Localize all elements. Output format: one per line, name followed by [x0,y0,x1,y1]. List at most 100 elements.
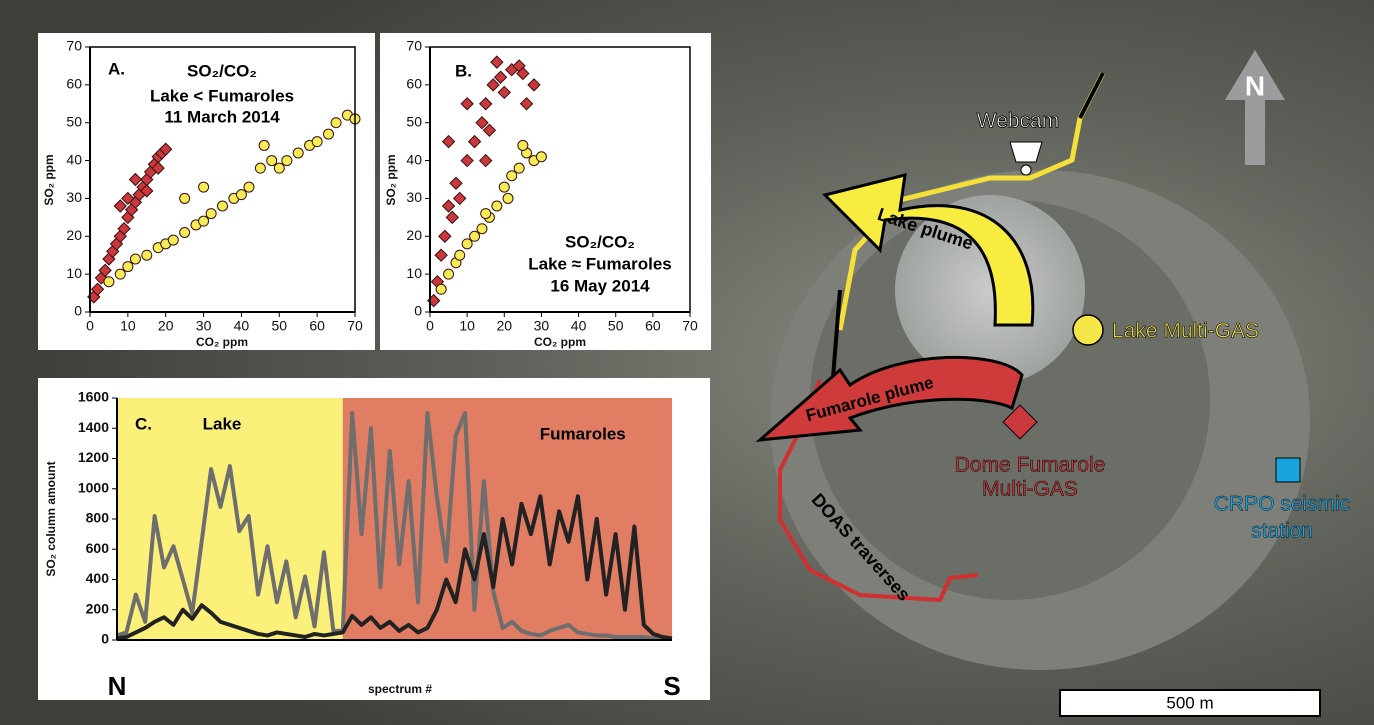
panel-title: SO₂/CO₂ [187,61,257,80]
point [453,191,467,206]
point [121,191,135,206]
region [342,398,672,640]
dome-station-label: Dome Fumarole [955,454,1106,477]
point [90,282,105,296]
y-tick-label: 0 [101,631,109,647]
scale-bar [1059,689,1321,717]
y-tick-label: 30 [406,189,422,205]
x-axis-label: CO₂ ppm [196,335,248,349]
point [122,261,134,273]
point [475,116,489,130]
point [323,128,334,140]
point [205,208,217,220]
lake-station-label: Lake Multi-GAS [1112,320,1259,343]
y-tick-label: 1400 [78,419,109,435]
point [435,283,447,295]
x-axis-label: spectrum # [368,682,432,696]
point [460,97,474,111]
lake-plume-arrow [822,173,1035,327]
x-tick-label: 30 [534,318,550,334]
x-axis-label: CO₂ ppm [534,335,586,349]
point [292,147,304,159]
point [502,192,514,204]
scale-label: 500 m [1166,693,1213,712]
y-tick-label: 60 [406,76,422,92]
x-tick-label: 50 [271,318,287,334]
point [467,134,482,149]
point [281,155,293,167]
point [114,268,126,280]
x-start-label: N [108,671,127,701]
x-tick-label: 40 [234,318,250,334]
point [498,181,510,193]
y-tick-label: 400 [86,570,110,586]
y-tick-label: 40 [66,151,82,167]
x-tick-label: 0 [86,318,94,334]
y-tick-label: 1200 [78,449,109,465]
point [527,78,541,92]
point [273,162,285,174]
line [116,411,672,641]
y-tick-label: 70 [66,38,82,54]
black-traverse [830,72,1105,391]
point [113,199,127,213]
y-tick-label: 60 [66,76,82,92]
point [506,170,518,182]
y-tick-label: 200 [86,600,110,616]
yellow-traverse [837,71,1106,331]
y-tick-label: 10 [66,265,82,281]
x-tick-label: 10 [120,318,136,334]
point [243,181,255,193]
y-tick-label: 600 [86,540,110,556]
y-tick-label: 50 [66,113,82,129]
y-tick-label: 50 [406,113,422,129]
point [235,189,247,201]
point [493,70,508,84]
point [480,208,492,220]
point [445,210,459,225]
webcam-lens [1020,164,1032,176]
panel-title: SO₂/CO₂ [565,232,635,251]
point [330,117,342,129]
webcam-label: Webcam [977,110,1059,133]
doas-traverse [778,379,979,603]
x-tick-label: 40 [571,318,587,334]
seismic-station-marker [1275,457,1301,483]
y-tick-label: 0 [414,303,422,319]
panel-title: Lake ≈ Fumaroles [528,254,672,273]
x-tick-label: 50 [608,318,624,334]
y-axis-label: SO₂ column amount [44,461,58,576]
lake-station-marker [1072,314,1104,346]
panel-label: B. [455,61,472,80]
region-label: Fumaroles [540,424,626,443]
x-tick-label: 10 [459,318,475,334]
x-tick-label: 30 [196,318,212,334]
crater-lake [895,195,1085,385]
point [179,227,191,238]
point [517,139,529,151]
point [490,55,504,69]
point [98,263,112,278]
dome-station-label: Multi-GAS [982,478,1078,501]
dome-station-marker [1002,404,1038,440]
x-tick-label: 60 [645,318,661,334]
point [441,199,456,213]
y-tick-label: 0 [74,303,82,319]
point [482,123,497,137]
point [479,97,493,111]
x-tick-label: 60 [309,318,325,334]
point [469,230,481,242]
y-axis-label: SO₂ ppm [384,154,398,205]
point [454,249,466,261]
point [129,253,141,265]
point [103,276,115,288]
point [198,215,210,227]
point [491,200,503,212]
y-tick-label: 1600 [78,389,109,405]
point [217,200,228,212]
point [519,97,534,111]
x-tick-label: 20 [496,318,512,334]
x-tick-label: 20 [158,318,174,334]
region-label: Lake [203,414,242,433]
point [258,139,270,151]
